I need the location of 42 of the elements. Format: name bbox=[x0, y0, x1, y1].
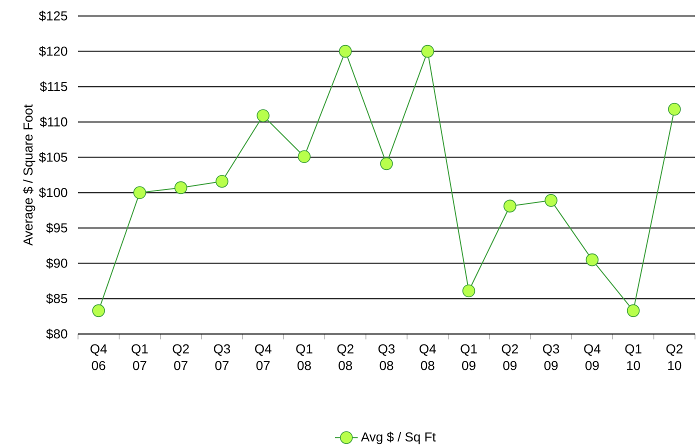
y-tick-label: $125 bbox=[38, 10, 68, 22]
point bbox=[216, 174, 228, 188]
point bbox=[380, 157, 393, 170]
y-tick-label: $120 bbox=[38, 46, 68, 57]
y-tick-label: $110 bbox=[40, 116, 68, 128]
legend-label: Avg $ / Sq Ft bbox=[360, 432, 436, 444]
y-tick-label: $95 bbox=[46, 222, 68, 234]
point bbox=[256, 109, 270, 122]
point bbox=[338, 44, 352, 58]
x-tick-label: Q3 07 bbox=[214, 344, 230, 370]
x-tick-label: Q1 09 bbox=[460, 344, 477, 370]
point bbox=[504, 200, 516, 212]
x-tick-label: Q3 08 bbox=[378, 344, 395, 370]
x-tick-label: Q4 09 bbox=[584, 344, 600, 370]
x-tick-label: Q3 09 bbox=[542, 344, 560, 370]
point bbox=[421, 44, 434, 58]
point bbox=[668, 102, 681, 116]
x-tick-label: Q4 06 bbox=[90, 344, 107, 370]
point bbox=[92, 304, 105, 318]
y-tick-label: $85 bbox=[46, 293, 68, 304]
point bbox=[133, 186, 146, 200]
x-tick-label: Q1 10 bbox=[625, 344, 642, 370]
x-tick-label: Q2 07 bbox=[172, 344, 189, 370]
point bbox=[544, 194, 558, 207]
x-tick-label: Q4 07 bbox=[255, 344, 272, 370]
x-tick-label: Q1 08 bbox=[296, 344, 312, 370]
point bbox=[462, 284, 476, 298]
y-tick-label: $90 bbox=[46, 258, 68, 269]
point bbox=[298, 150, 311, 164]
x-tick-label: Q2 08 bbox=[337, 344, 354, 370]
point bbox=[586, 253, 599, 266]
y-tick-label: $105 bbox=[38, 152, 68, 163]
x-tick-label: Q2 10 bbox=[666, 344, 682, 370]
y-tick-label: $80 bbox=[46, 328, 68, 340]
y-axis-title: Average $ / Square Foot bbox=[22, 104, 36, 246]
x-tick-label: Q4 08 bbox=[420, 344, 436, 370]
x-tick-label: Q1 07 bbox=[132, 344, 148, 370]
y-tick-label: $100 bbox=[38, 187, 68, 198]
x-tick-label: Q2 09 bbox=[502, 344, 518, 370]
point bbox=[174, 181, 188, 194]
y-tick-label: $115 bbox=[40, 81, 68, 92]
point bbox=[626, 304, 640, 318]
